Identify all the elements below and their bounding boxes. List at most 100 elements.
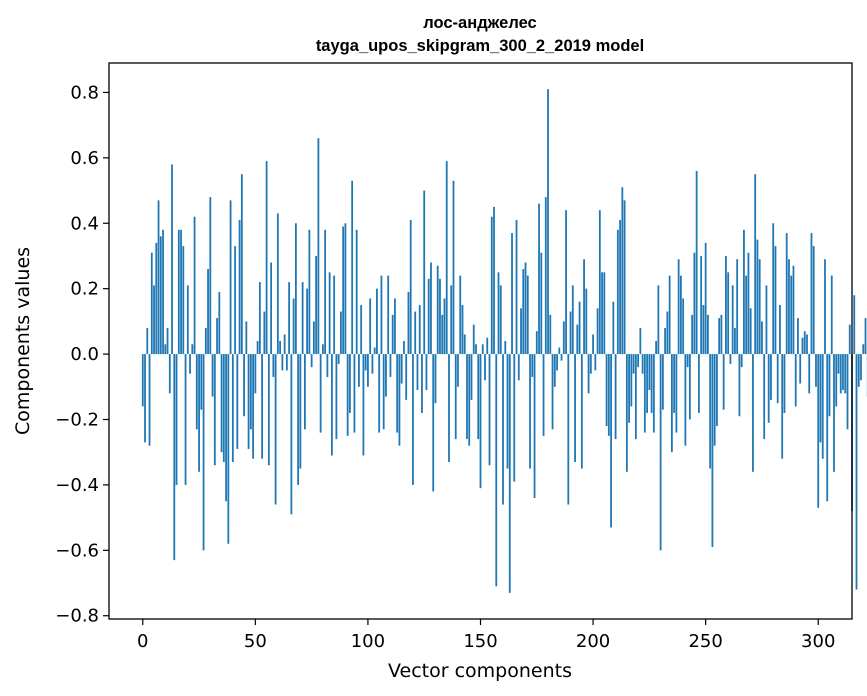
bar [333, 275, 336, 355]
bar [558, 347, 561, 355]
bar [535, 331, 538, 355]
x-axis-label: Vector components [388, 660, 572, 682]
bar [166, 327, 169, 355]
bar [828, 354, 831, 417]
bar [857, 354, 860, 387]
bar [783, 354, 786, 413]
bar [765, 285, 768, 355]
bar [740, 354, 743, 368]
y-tick-label: 0.6 [70, 148, 99, 169]
bar [700, 255, 703, 355]
bar [470, 354, 473, 400]
bar [632, 354, 635, 374]
bar [141, 354, 144, 407]
bar [641, 354, 644, 374]
plot-frame [108, 62, 853, 620]
bar [650, 354, 653, 413]
bar [382, 354, 385, 430]
bar [716, 354, 718, 427]
bar [254, 354, 257, 394]
bar [587, 354, 590, 394]
bar [612, 301, 615, 355]
bar [553, 354, 556, 387]
bar [817, 354, 820, 508]
bar [148, 354, 151, 446]
bar [177, 229, 180, 355]
bar [445, 161, 448, 355]
bar [245, 321, 248, 355]
bar [657, 285, 660, 355]
bar [432, 354, 435, 492]
bar [702, 305, 705, 355]
bar [472, 324, 475, 355]
bar [542, 354, 545, 436]
bar [727, 272, 730, 355]
bar [231, 354, 234, 463]
bar [725, 255, 727, 355]
bar [436, 265, 439, 355]
bar [157, 200, 160, 355]
bar [184, 354, 187, 485]
bar [475, 344, 477, 355]
bar [497, 272, 500, 355]
bar [704, 242, 707, 355]
bar [238, 219, 241, 355]
y-tick-label: −0.8 [55, 606, 99, 627]
bar [619, 219, 621, 355]
bar [463, 334, 466, 355]
bar [623, 200, 626, 355]
bar [621, 187, 624, 355]
x-tick-label: 100 [351, 631, 385, 652]
bar [720, 314, 723, 355]
bar [718, 318, 721, 355]
bar [605, 354, 608, 427]
bar [303, 354, 306, 430]
bar [195, 354, 198, 430]
bar [468, 354, 471, 446]
bar [252, 354, 254, 459]
bar [326, 354, 329, 377]
bar [321, 344, 324, 355]
bar [842, 354, 844, 391]
bar [342, 226, 345, 355]
bar [810, 233, 813, 355]
bar [409, 219, 412, 355]
bar [229, 200, 232, 355]
bar [412, 354, 414, 485]
bar [310, 354, 313, 368]
bar [853, 295, 856, 355]
bar [328, 272, 331, 355]
bar [454, 354, 457, 440]
bar [756, 239, 759, 355]
bar [625, 354, 628, 472]
bar [186, 285, 189, 355]
y-tick-label: 0.0 [70, 344, 99, 365]
bar [833, 354, 835, 472]
bar [425, 354, 428, 391]
bar [761, 321, 763, 355]
bar [337, 354, 340, 364]
bar [616, 229, 619, 355]
bar [466, 354, 468, 440]
bar [610, 354, 612, 528]
bar [479, 354, 482, 489]
bar [274, 354, 277, 505]
bar [695, 170, 698, 355]
bar [441, 314, 444, 355]
bar [736, 259, 739, 355]
bar [533, 354, 536, 498]
bar [770, 354, 772, 400]
bar [396, 354, 399, 433]
bar [815, 354, 817, 387]
bar [202, 354, 205, 551]
bar [459, 275, 462, 355]
bar [398, 354, 401, 446]
bar [569, 311, 572, 355]
bar [749, 308, 752, 355]
bar [643, 354, 646, 433]
bar [540, 252, 543, 355]
bar [571, 285, 574, 355]
y-axis-label: Components values [12, 247, 34, 435]
bar [198, 354, 200, 472]
